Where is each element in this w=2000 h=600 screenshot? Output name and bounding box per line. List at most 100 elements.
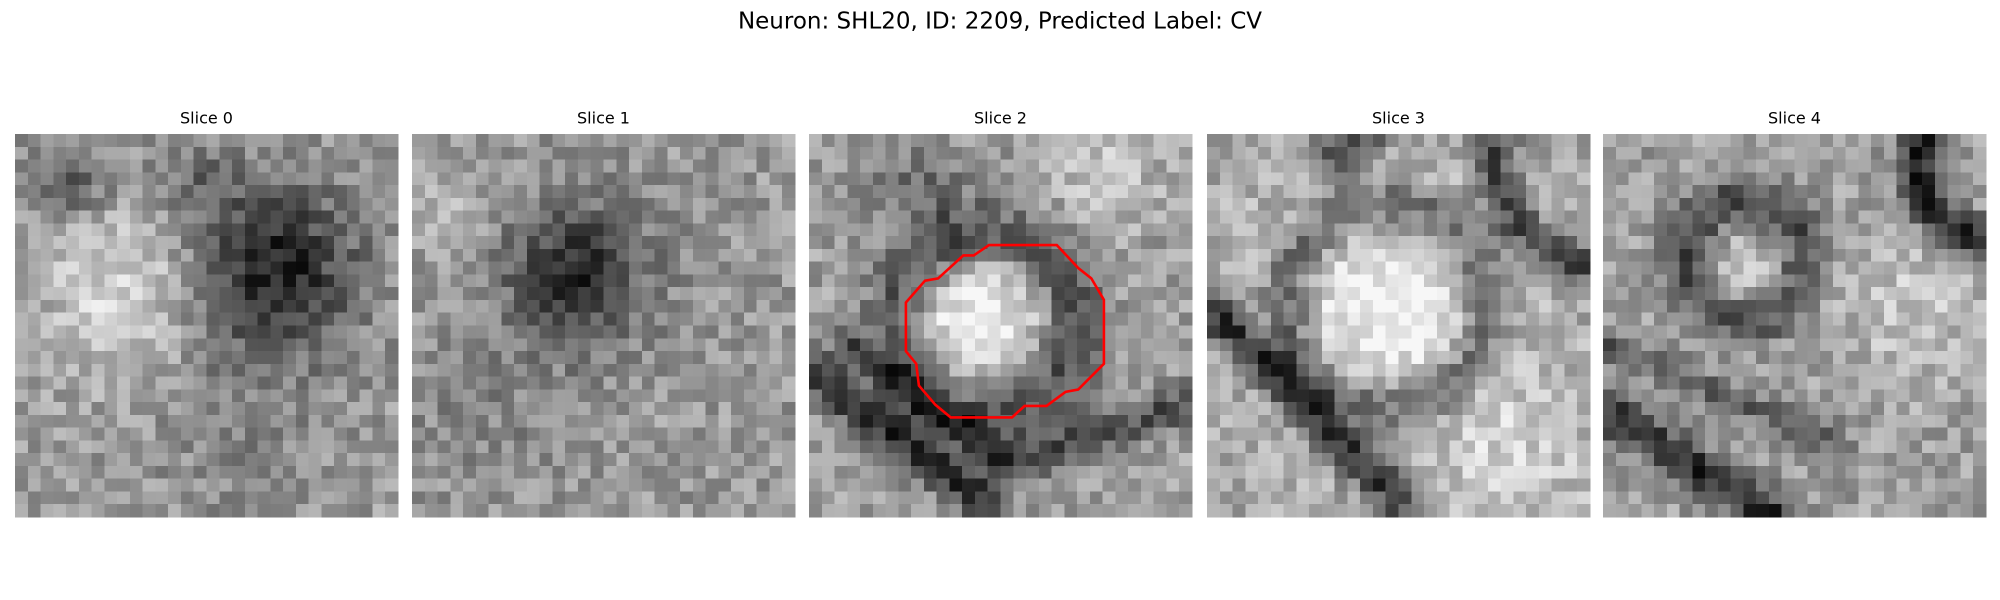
pixel [1064, 159, 1078, 173]
pixel [15, 491, 29, 505]
pixel [1270, 210, 1285, 224]
pixel [193, 299, 208, 314]
pixel [1334, 210, 1349, 224]
pixel [1219, 134, 1234, 148]
pixel [1013, 389, 1027, 403]
pixel [1883, 210, 1898, 224]
pixel [450, 504, 464, 518]
pixel [1934, 185, 1949, 199]
pixel [1934, 236, 1949, 250]
pixel [1615, 478, 1630, 493]
pixel [424, 159, 439, 173]
pixel [616, 389, 630, 403]
pixel [1603, 299, 1617, 314]
pixel [1883, 223, 1898, 237]
pixel [142, 223, 157, 237]
pixel [692, 236, 707, 250]
pixel [1385, 478, 1400, 493]
pixel [680, 414, 694, 429]
pixel [501, 134, 515, 148]
pixel [616, 159, 630, 173]
pixel [1128, 236, 1142, 250]
pixel [1615, 351, 1630, 365]
pixel [1794, 210, 1808, 224]
pixel [295, 223, 310, 237]
pixel [552, 427, 566, 441]
pixel [1883, 389, 1898, 403]
pixel [1309, 146, 1323, 161]
pixel [437, 248, 451, 263]
pixel [692, 491, 707, 505]
pixel [283, 478, 297, 493]
pixel [232, 185, 246, 199]
pixel [923, 504, 938, 518]
pixel [1896, 351, 1910, 365]
pixel [1026, 236, 1040, 250]
pixel [1756, 351, 1770, 365]
pixel [1526, 402, 1540, 416]
pixel [193, 210, 208, 224]
pixel [219, 363, 233, 378]
pixel [78, 351, 93, 365]
pixel [629, 299, 643, 314]
pixel [603, 504, 617, 518]
pixel [1411, 491, 1425, 505]
pixel [680, 172, 694, 186]
pixel [1296, 376, 1310, 390]
pixel [1385, 210, 1400, 224]
pixel [616, 402, 630, 416]
pixel [809, 159, 823, 173]
pixel [756, 185, 771, 199]
pixel [104, 197, 118, 212]
pixel [705, 134, 719, 148]
pixel [1679, 427, 1693, 441]
pixel [1462, 338, 1476, 352]
pixel [206, 248, 220, 263]
pixel [334, 325, 348, 339]
pixel [450, 491, 464, 505]
pixel [463, 402, 477, 416]
pixel [1871, 478, 1885, 493]
pixel [295, 338, 310, 352]
pixel [1807, 453, 1821, 467]
pixel [129, 261, 144, 276]
pixel [1743, 402, 1757, 416]
pixel [1564, 440, 1578, 454]
pixel [847, 172, 861, 186]
pixel [1666, 197, 1681, 212]
pixel [1909, 376, 1923, 390]
pixel [1360, 389, 1374, 403]
pixel [641, 363, 656, 378]
pixel [129, 197, 144, 212]
pixel [1947, 465, 1962, 480]
pixel [1947, 312, 1962, 327]
pixel [705, 363, 719, 378]
pixel [1347, 146, 1361, 161]
pixel [949, 325, 963, 339]
pixel [911, 389, 925, 403]
pixel [1334, 223, 1349, 237]
pixel [1115, 402, 1129, 416]
pixel [1372, 261, 1387, 276]
pixel [885, 210, 899, 224]
pixel [1820, 376, 1834, 390]
pixel [1679, 491, 1693, 505]
pixel [565, 236, 579, 250]
pixel [1705, 210, 1719, 224]
pixel [1089, 172, 1104, 186]
pixel [1615, 223, 1630, 237]
pixel [1551, 504, 1566, 518]
pixel [1153, 299, 1168, 314]
pixel [743, 351, 758, 365]
pixel [1064, 134, 1078, 148]
pixel [53, 299, 67, 314]
pixel [769, 261, 783, 276]
pixel [1794, 465, 1808, 480]
pixel [308, 338, 322, 352]
pixel [1026, 146, 1040, 161]
pixel [1385, 312, 1400, 327]
pixel [1871, 159, 1885, 173]
pixel [949, 376, 963, 390]
pixel [1781, 504, 1796, 518]
pixel [641, 491, 656, 505]
